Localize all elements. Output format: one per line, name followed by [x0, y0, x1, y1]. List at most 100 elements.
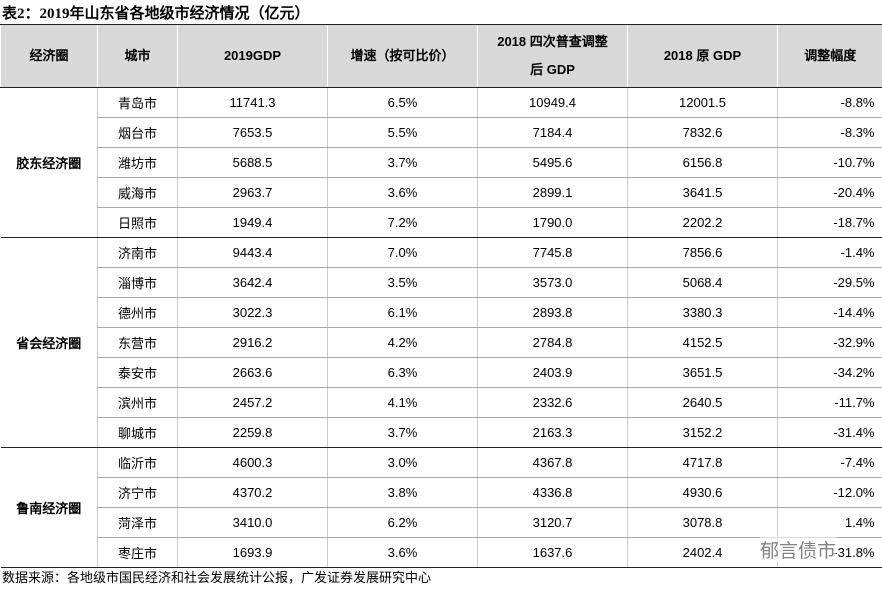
table-cell: 7184.4	[477, 117, 628, 148]
table-cell: -8.8%	[777, 87, 882, 118]
table-cell: 3641.5	[627, 177, 778, 208]
table-cell: 菏泽市	[97, 507, 178, 538]
table-cell: 6.3%	[327, 357, 478, 388]
table-cell: 4930.6	[627, 477, 778, 508]
table-cell: 淄博市	[97, 267, 178, 298]
header-cell: 2018 原 GDP	[627, 24, 778, 88]
table-cell: 7856.6	[627, 237, 778, 268]
table-cell: -31.4%	[777, 417, 882, 448]
table-row: 潍坊市 5688.5 3.7% 5495.6 6156.8 -10.7%	[1, 147, 882, 178]
table-cell: 5.5%	[327, 117, 478, 148]
table-cell: 3152.2	[627, 417, 778, 448]
table-cell: -11.7%	[777, 387, 882, 418]
table-cell: 4370.2	[177, 477, 328, 508]
table-cell: 4.1%	[327, 387, 478, 418]
table-cell: 5068.4	[627, 267, 778, 298]
table-cell: 4152.5	[627, 327, 778, 358]
table-row: 济宁市 4370.2 3.8% 4336.8 4930.6 -12.0%	[1, 477, 882, 508]
table-cell: 2402.4	[627, 537, 778, 568]
table-cell: 威海市	[97, 177, 178, 208]
table-cell: 11741.3	[177, 87, 328, 118]
table-row: 淄博市 3642.4 3.5% 3573.0 5068.4 -29.5%	[1, 267, 882, 298]
table-cell: 滨州市	[97, 387, 178, 418]
table-cell: -14.4%	[777, 297, 882, 328]
table-cell: 2893.8	[477, 297, 628, 328]
table-row: 烟台市 7653.5 5.5% 7184.4 7832.6 -8.3%	[1, 117, 882, 148]
header-cell: 增速（按可比价）	[327, 24, 478, 88]
header-cell: 经济圈	[0, 24, 98, 88]
table-cell: -1.4%	[777, 237, 882, 268]
table-cell: 2332.6	[477, 387, 628, 418]
header-cell: 2018 四次普查调整 后 GDP	[477, 24, 628, 88]
table-cell: 3.0%	[327, 447, 478, 478]
table-cell: -20.4%	[777, 177, 882, 208]
table-cell: 6156.8	[627, 147, 778, 178]
table-cell: 1790.0	[477, 207, 628, 238]
table-cell: 1.4%	[777, 507, 882, 538]
table-cell: 1693.9	[177, 537, 328, 568]
table-cell: -12.0%	[777, 477, 882, 508]
group-cell: 鲁南经济圈	[0, 447, 98, 568]
table-cell: 聊城市	[97, 417, 178, 448]
header-row: 经济圈 城市 2019GDP 增速（按可比价） 2018 四次普查调整 后 GDP 201…	[0, 24, 882, 88]
table-cell: 3022.3	[177, 297, 328, 328]
table-cell: -8.3%	[777, 117, 882, 148]
table-cell: -29.5%	[777, 267, 882, 298]
table-cell: 5495.6	[477, 147, 628, 178]
table-cell: 2202.2	[627, 207, 778, 238]
table-cell: 4717.8	[627, 447, 778, 478]
group-cell: 胶东经济圈	[0, 87, 98, 238]
table-cell: 4336.8	[477, 477, 628, 508]
table-row: 东营市 2916.2 4.2% 2784.8 4152.5 -32.9%	[1, 327, 882, 358]
table-cell: 3.5%	[327, 267, 478, 298]
table-row: 省会经济圈 济南市 9443.4 7.0% 7745.8 7856.6 -1.4%	[0, 237, 882, 448]
table-cell: 3.7%	[327, 417, 478, 448]
table-cell: 日照市	[97, 207, 178, 238]
table-cell: 3.6%	[327, 537, 478, 568]
table-cell: 6.1%	[327, 297, 478, 328]
table-cell: 枣庄市	[97, 537, 178, 568]
table-cell: 济宁市	[97, 477, 178, 508]
table-cell: 4600.3	[177, 447, 328, 478]
table-cell: 2457.2	[177, 387, 328, 418]
table-cell: -10.7%	[777, 147, 882, 178]
table-cell: 3651.5	[627, 357, 778, 388]
table-cell: 2963.7	[177, 177, 328, 208]
table-cell: 2663.6	[177, 357, 328, 388]
table-cell: 德州市	[97, 297, 178, 328]
table-cell: 7745.8	[477, 237, 628, 268]
table-cell: 3.7%	[327, 147, 478, 178]
table-cell: 7653.5	[177, 117, 328, 148]
table-cell: 3380.3	[627, 297, 778, 328]
table-cell: 2916.2	[177, 327, 328, 358]
table-cell: 济南市	[97, 237, 178, 268]
table-cell: 6.2%	[327, 507, 478, 538]
watermark: 郁言债市	[760, 536, 837, 563]
table-cell: -34.2%	[777, 357, 882, 388]
table-cell: 7.2%	[327, 207, 478, 238]
gdp-table: 经济圈 城市 2019GDP 增速（按可比价） 2018 四次普查调整 后 GDP 201…	[0, 24, 882, 568]
table-cell: 7832.6	[627, 117, 778, 148]
table-cell: -18.7%	[777, 207, 882, 238]
table-cell: 1637.6	[477, 537, 628, 568]
table-row: 泰安市 2663.6 6.3% 2403.9 3651.5 -34.2%	[1, 357, 882, 388]
table-row: 威海市 2963.7 3.6% 2899.1 3641.5 -20.4%	[1, 177, 882, 208]
table-cell: 12001.5	[627, 87, 778, 118]
table-cell: 4.2%	[327, 327, 478, 358]
table-cell: 3573.0	[477, 267, 628, 298]
table-cell: 东营市	[97, 327, 178, 358]
table-cell: 2163.3	[477, 417, 628, 448]
table-row: 滨州市 2457.2 4.1% 2332.6 2640.5 -11.7%	[1, 387, 882, 418]
table-cell: 3410.0	[177, 507, 328, 538]
table-cell: 4367.8	[477, 447, 628, 478]
table-cell: 青岛市	[97, 87, 178, 118]
table-cell: 1949.4	[177, 207, 328, 238]
table-cell: 6.5%	[327, 87, 478, 118]
table-cell: 9443.4	[177, 237, 328, 268]
table-cell: 2403.9	[477, 357, 628, 388]
table-row: 鲁南经济圈 临沂市 4600.3 3.0% 4367.8 4717.8 -7.4%	[0, 447, 882, 568]
table-cell: 3.8%	[327, 477, 478, 508]
table-cell: 3.6%	[327, 177, 478, 208]
table-row: 聊城市 2259.8 3.7% 2163.3 3152.2 -31.4%	[1, 417, 882, 448]
